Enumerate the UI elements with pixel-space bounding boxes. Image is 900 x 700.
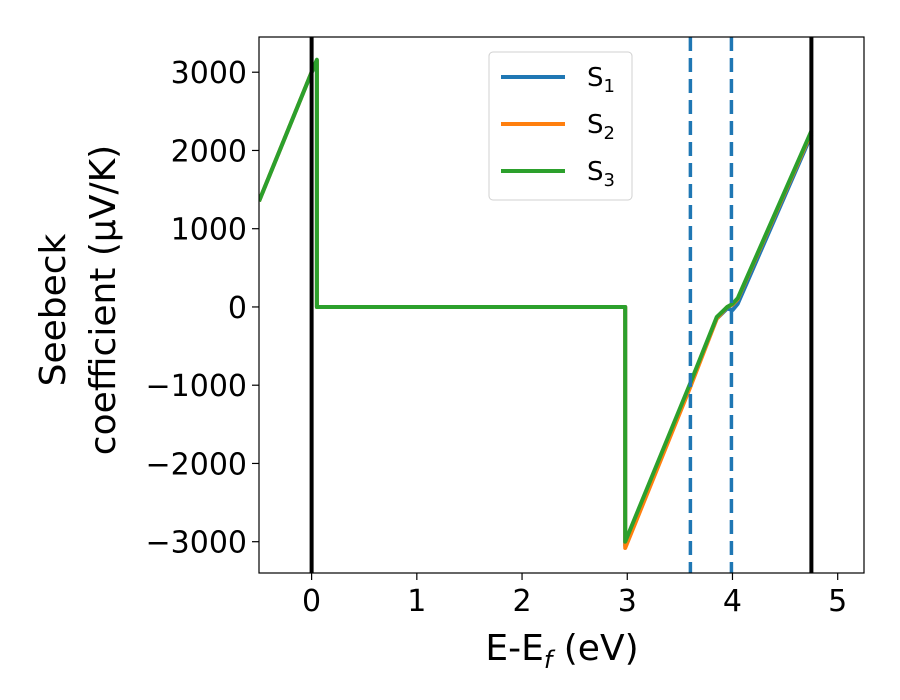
y-tick-label: −2000	[146, 447, 247, 482]
axes-layer: 0 1 2 3 4 5 −3000 −2000 −1000 0 1000 2000 3000	[146, 36, 865, 619]
x-axis-label: E-Ef (eV)	[485, 628, 638, 674]
y-axis-label-line1: Seebeck	[33, 233, 74, 386]
y-tick-label: 0	[228, 291, 247, 326]
y-tick-label: 1000	[171, 213, 247, 248]
plot-area	[259, 37, 814, 573]
plot-frame	[258, 36, 865, 574]
legend-label-s1: S1	[587, 63, 615, 97]
y-axis-label-line2: coefficient (μV/K)	[83, 145, 124, 455]
x-tick-label: 2	[512, 584, 531, 619]
x-tick-label: 0	[302, 584, 321, 619]
y-tick-label: 3000	[171, 56, 247, 91]
y-tick-label: 2000	[171, 134, 247, 169]
series-line-s3	[259, 57, 814, 544]
x-tick-label: 1	[407, 584, 426, 619]
plot-layer	[259, 37, 814, 573]
x-tick-label: 4	[723, 584, 742, 619]
legend-label-s3: S3	[587, 157, 615, 191]
legend-label-s2: S2	[587, 110, 615, 144]
legend: S1 S2 S3	[488, 51, 633, 201]
y-tick-label: −3000	[146, 526, 247, 561]
x-tick-label: 3	[618, 584, 637, 619]
x-tick-label: 5	[828, 584, 847, 619]
y-tick-label: −1000	[146, 369, 247, 404]
